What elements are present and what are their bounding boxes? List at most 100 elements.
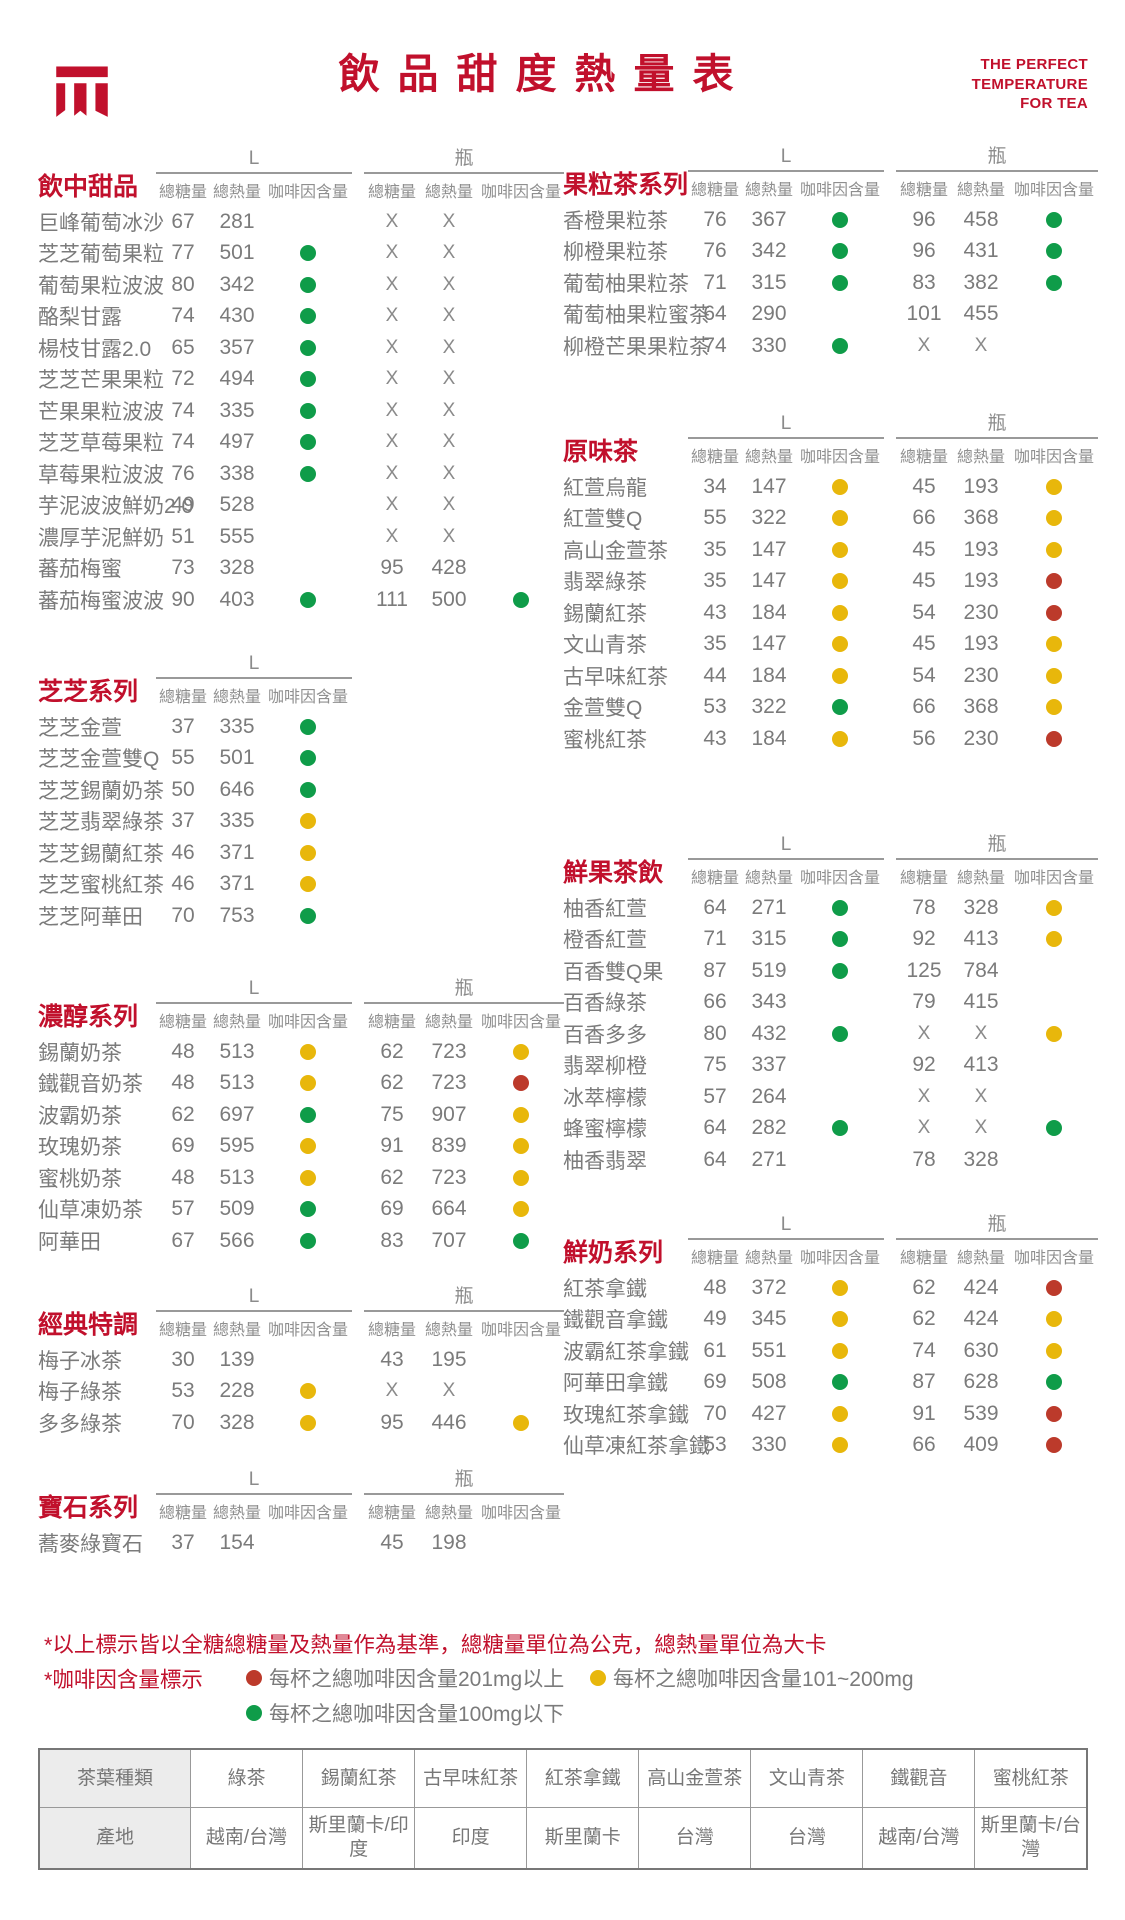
value-cell: 66 (703, 990, 727, 1014)
size-label-l: L (688, 1214, 884, 1240)
item-name: 文山青茶 (563, 634, 647, 658)
origin-row-header: 產地 (38, 1807, 191, 1870)
size-label-bottle: 瓶 (896, 413, 1098, 439)
caffeine-dot-yellow (1046, 541, 1062, 558)
caffeine-cell (1010, 955, 1098, 987)
item-name: 蕎麥綠寶石 (38, 1532, 143, 1556)
value-cell: 328 (219, 556, 255, 580)
section-title: 芝芝系列 (38, 677, 139, 706)
value-cell: 330 (751, 333, 787, 357)
value-cell: 62 (380, 1039, 404, 1063)
column-header: 咖啡因含量 (799, 1250, 880, 1267)
caffeine-cell (264, 1131, 352, 1163)
value-cell: 90 (171, 587, 195, 611)
caffeine-dot-green (246, 1705, 262, 1721)
column-header: 咖啡因含量 (267, 1505, 348, 1522)
item-name: 波霸紅茶拿鐵 (563, 1340, 689, 1364)
item-name: 多多綠茶 (38, 1412, 122, 1436)
value-cell: 337 (751, 1053, 787, 1077)
caffeine-cell (796, 1430, 884, 1462)
item-name: 翡翠綠茶 (563, 571, 647, 595)
value-cell: 62 (171, 1102, 195, 1126)
not-available-mark: X (442, 210, 456, 232)
caffeine-cell (478, 1407, 564, 1439)
value-cell: 328 (219, 1410, 255, 1434)
section-s3: 濃醇系列 L 瓶總糖量 總熱量 咖啡因含量 總糖量 總熱量 咖啡因含量 錫蘭奶茶 48 513 62 7… (38, 978, 564, 1257)
caffeine-dot-yellow (1046, 667, 1062, 684)
value-cell: 53 (703, 695, 727, 719)
item-name: 阿華田 (38, 1230, 101, 1254)
caffeine-cell (1010, 267, 1098, 299)
value-cell: 147 (751, 537, 787, 561)
not-available-mark: X (974, 1022, 988, 1044)
caffeine-cell (478, 1527, 564, 1559)
caffeine-cell (796, 1304, 884, 1336)
section-title: 寶石系列 (38, 1493, 139, 1522)
value-cell: 71 (703, 927, 727, 951)
value-cell: 723 (431, 1071, 467, 1095)
value-cell: 424 (963, 1307, 999, 1331)
value-cell: 54 (912, 663, 936, 687)
caffeine-dot-yellow (300, 1075, 316, 1092)
caffeine-dot-yellow (1046, 1342, 1062, 1359)
caffeine-cell (796, 987, 884, 1019)
value-cell: 342 (219, 272, 255, 296)
caffeine-cell (264, 869, 352, 901)
caffeine-dot-yellow (832, 604, 848, 621)
column-header: 總熱量 (744, 1250, 793, 1267)
item-name: 蜜桃奶茶 (38, 1167, 122, 1191)
origin-cell: 斯里蘭卡/印度 (302, 1807, 416, 1870)
caffeine-dot-yellow (832, 1437, 848, 1454)
value-cell: 595 (219, 1134, 255, 1158)
value-cell: 96 (912, 207, 936, 231)
item-name: 玫瑰奶茶 (38, 1136, 122, 1160)
value-cell: 371 (219, 872, 255, 896)
value-cell: 371 (219, 840, 255, 864)
value-cell: 723 (431, 1039, 467, 1063)
value-cell: 53 (703, 1433, 727, 1457)
column-header: 咖啡因含量 (799, 182, 880, 199)
caffeine-dot-green (300, 402, 316, 419)
origin-cell: 文山青茶 (750, 1748, 864, 1808)
caffeine-dot-green (300, 308, 316, 325)
not-available-mark: X (442, 399, 456, 421)
value-cell: 282 (751, 1116, 787, 1140)
caffeine-dot-green (300, 371, 316, 388)
caffeine-dot-red (1046, 1279, 1062, 1296)
caffeine-cell (264, 206, 352, 238)
caffeine-dot-green (300, 907, 316, 924)
column-header: 總熱量 (744, 182, 793, 199)
caffeine-dot-green (832, 931, 848, 948)
section-title: 濃醇系列 (38, 1002, 139, 1031)
column-header: 總糖量 (158, 184, 207, 201)
caffeine-cell (264, 1068, 352, 1100)
value-cell: 415 (963, 990, 999, 1014)
caffeine-dot-red (246, 1670, 262, 1686)
section-r1: 果粒茶系列 L 瓶總糖量 總熱量 咖啡因含量 總糖量 總熱量 咖啡因含量 香橙果粒茶 76 367 9… (563, 146, 1098, 362)
caffeine-cell (478, 1344, 564, 1376)
caffeine-dot-green (1046, 211, 1062, 228)
caffeine-cell (478, 1225, 564, 1257)
value-cell: 519 (751, 958, 787, 982)
value-cell: 195 (431, 1347, 467, 1371)
caffeine-cell (1010, 1430, 1098, 1462)
item-name: 芝芝金萱雙Q (38, 748, 160, 772)
column-header: 總糖量 (690, 449, 739, 466)
caffeine-dot-yellow (832, 1279, 848, 1296)
caffeine-dot-yellow (513, 1201, 529, 1218)
caffeine-cell (264, 364, 352, 396)
column-header: 總熱量 (424, 1014, 473, 1031)
value-cell: 48 (171, 1071, 195, 1095)
value-cell: 193 (963, 569, 999, 593)
column-header: 咖啡因含量 (267, 184, 348, 201)
item-name: 紅萱雙Q (563, 508, 643, 532)
item-name: 蕃茄梅蜜波波 (38, 589, 164, 613)
caffeine-cell (264, 427, 352, 459)
value-cell: 147 (751, 569, 787, 593)
item-name: 阿華田拿鐵 (563, 1372, 668, 1396)
legend-item: 每杯之總咖啡因含量101~200mg (590, 1663, 914, 1693)
value-cell: 513 (219, 1071, 255, 1095)
caffeine-cell (796, 1050, 884, 1082)
caffeine-dot-yellow (1046, 636, 1062, 653)
